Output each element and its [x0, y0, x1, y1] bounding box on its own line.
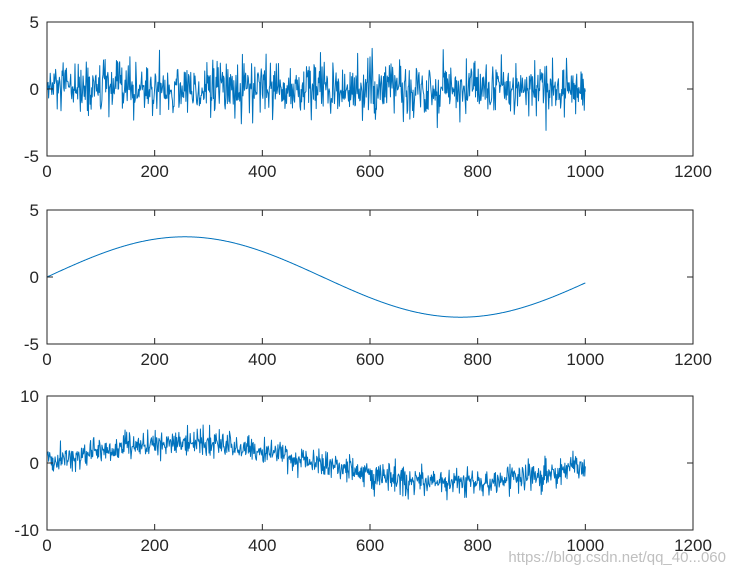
x-tick-label: 0: [42, 350, 51, 369]
x-tick-label: 400: [248, 350, 276, 369]
x-tick-label: 200: [140, 536, 168, 555]
x-tick-label: 400: [248, 162, 276, 181]
x-tick-label: 800: [463, 162, 491, 181]
series-line: [47, 424, 586, 501]
x-tick-label: 600: [356, 536, 384, 555]
y-tick-label: 10: [20, 387, 39, 406]
axes-box: [46, 395, 694, 531]
x-tick-label: 0: [42, 536, 51, 555]
y-tick-label: -5: [24, 147, 39, 166]
x-tick-label: 1200: [674, 350, 712, 369]
y-tick-label: 5: [30, 201, 39, 220]
y-tick-label: 0: [30, 454, 39, 473]
x-tick-label: 600: [356, 162, 384, 181]
x-tick-label: 800: [463, 536, 491, 555]
series-line: [47, 236, 586, 318]
y-tick-label: -5: [24, 335, 39, 354]
y-tick-label: 0: [30, 268, 39, 287]
x-tick-label: 1200: [674, 536, 712, 555]
x-tick-label: 0: [42, 162, 51, 181]
subplot-middle-sine: 0 200 400 600 800 1000 1200-505: [24, 201, 712, 369]
subplot-top-noise: 0 200 400 600 800 1000 1200-505: [24, 13, 712, 181]
x-tick-label: 600: [356, 350, 384, 369]
y-tick-label: 0: [30, 80, 39, 99]
watermark-text: https://blog.csdn.net/qq_40...060: [508, 549, 726, 566]
x-tick-label: 200: [140, 162, 168, 181]
x-tick-label: 800: [463, 350, 491, 369]
x-tick-label: 1000: [566, 350, 604, 369]
x-tick-label: 400: [248, 536, 276, 555]
x-tick-label: 1000: [566, 162, 604, 181]
y-tick-label: 5: [30, 13, 39, 32]
x-tick-label: 200: [140, 350, 168, 369]
x-tick-label: 1200: [674, 162, 712, 181]
series-line: [47, 47, 586, 131]
y-tick-label: -10: [14, 521, 39, 540]
x-tick-label: 1000: [566, 536, 604, 555]
axes-box: [46, 209, 694, 345]
